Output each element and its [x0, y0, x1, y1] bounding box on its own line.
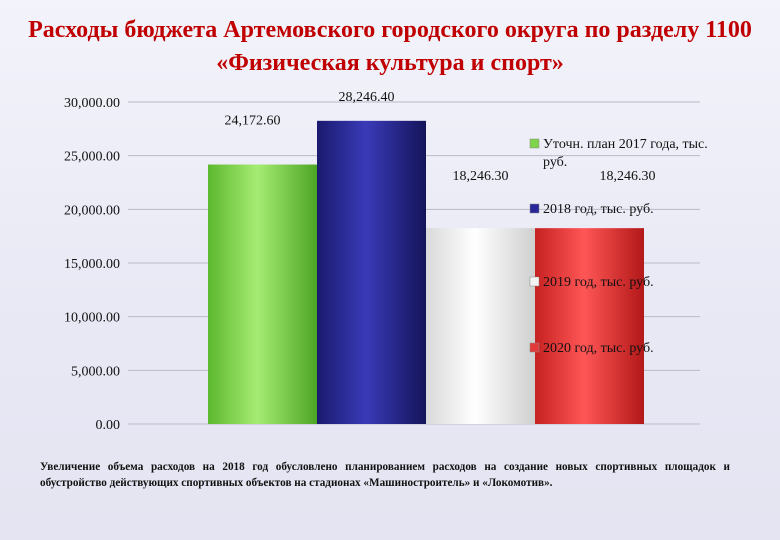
y-axis-ticks: 0.00 5,000.00 10,000.00 15,000.00 20,000.00 2… — [64, 96, 120, 433]
legend-swatch-3 — [529, 276, 540, 287]
legend-label-2: 2018 год, тыс. руб. — [543, 202, 654, 217]
chart-title: Расходы бюджета Артемовского городского … — [28, 17, 752, 76]
bar-4 — [535, 228, 644, 424]
bar-2 — [317, 120, 426, 425]
data-label-1: 24,172.60 — [225, 114, 281, 129]
y-tick-label: 25,000.00 — [64, 150, 120, 165]
data-label-4: 18,246.30 — [600, 169, 656, 184]
data-labels: 24,172.60 28,246.40 18,246.30 18,246.30 — [225, 90, 656, 184]
legend-label-4: 2020 год, тыс. руб. — [543, 341, 654, 356]
bar-1 — [208, 164, 317, 424]
data-label-2: 28,246.40 — [339, 90, 395, 105]
y-tick-label: 0.00 — [96, 418, 121, 433]
y-tick-label: 30,000.00 — [64, 96, 120, 111]
caption-note: Увеличение объема расходов на 2018 год о… — [40, 461, 730, 489]
legend-label-1: Уточн. план 2017 года, тыс. руб. — [543, 137, 708, 170]
y-tick-label: 15,000.00 — [64, 257, 120, 272]
y-tick-label: 5,000.00 — [71, 364, 120, 379]
bar-3 — [426, 228, 535, 424]
y-tick-label: 20,000.00 — [64, 203, 120, 218]
legend: Уточн. план 2017 года, тыс. руб. 2018 год,… — [529, 137, 708, 356]
y-tick-label: 10,000.00 — [64, 311, 120, 326]
legend-swatch-1 — [529, 138, 540, 149]
legend-swatch-2 — [529, 203, 540, 214]
legend-label-3: 2019 год, тыс. руб. — [543, 275, 654, 290]
bars — [208, 120, 644, 425]
data-label-3: 18,246.30 — [453, 169, 509, 184]
legend-swatch-4 — [529, 342, 540, 353]
